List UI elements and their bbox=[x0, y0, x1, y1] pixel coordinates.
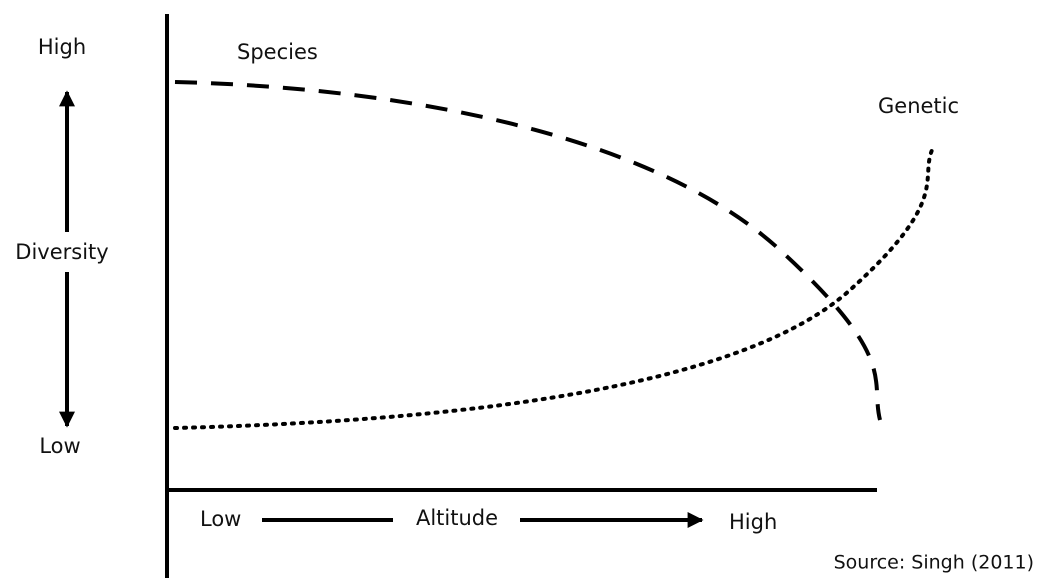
source: Source: Singh (2011) bbox=[834, 552, 1034, 574]
genetic-curve bbox=[173, 148, 934, 430]
genetic-label: Genetic bbox=[878, 94, 959, 118]
x-high: High bbox=[729, 510, 777, 534]
y-high: High bbox=[38, 35, 86, 59]
x-low: Low bbox=[200, 507, 241, 531]
x-label: Altitude bbox=[416, 506, 498, 530]
species-curve bbox=[174, 80, 882, 421]
y-low: Low bbox=[39, 434, 80, 458]
y-label: Diversity bbox=[15, 240, 108, 264]
species-label: Species bbox=[237, 40, 318, 64]
